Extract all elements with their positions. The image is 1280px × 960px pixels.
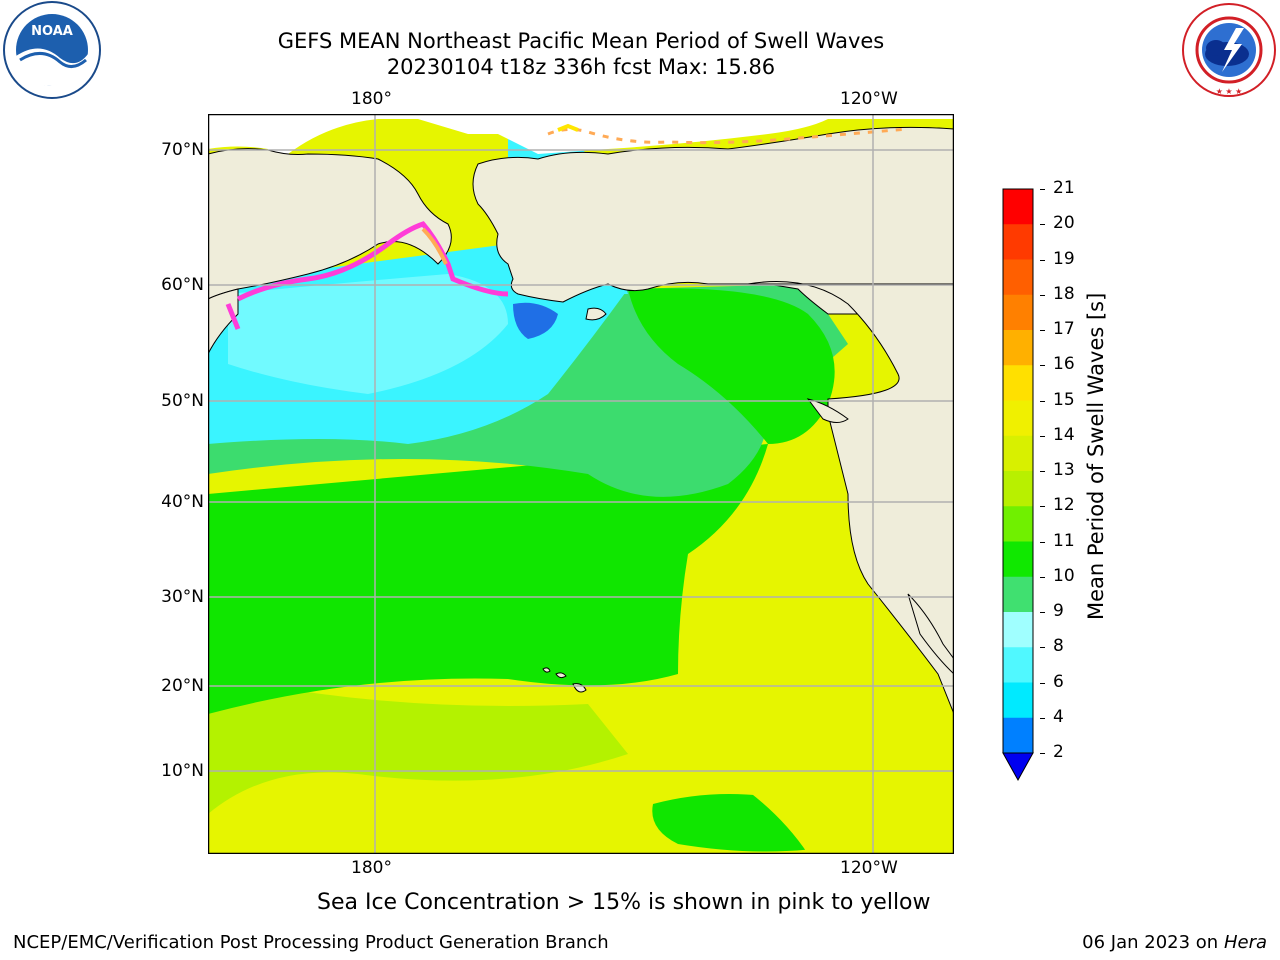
colorbar-tick-label: 19	[1053, 248, 1075, 269]
colorbar-tick-label: 2	[1053, 742, 1064, 762]
colorbar-tick-label: 4	[1053, 706, 1064, 727]
colorbar-segment	[1003, 576, 1033, 613]
map-svg	[207, 113, 955, 855]
nws-logo: ★ ★ ★	[1180, 2, 1278, 98]
colorbar	[1000, 186, 1040, 786]
lon-label-bottom-120w: 120°W	[840, 858, 898, 878]
ocean-band-yellowgreen	[208, 674, 628, 814]
colorbar-tick-mark	[1040, 612, 1045, 613]
colorbar-tick-mark	[1040, 259, 1045, 261]
colorbar-tick-label: 8	[1053, 636, 1064, 657]
lon-label-top-120w: 120°W	[840, 89, 898, 109]
colorbar-tick-label: 20	[1053, 213, 1075, 234]
colorbar-tick-mark	[1040, 753, 1045, 754]
colorbar-tick-mark	[1040, 541, 1045, 543]
footer-date: 06 Jan 2023 on Hera	[1082, 932, 1267, 953]
chart-subtitle: 20230104 t18z 336h fcst Max: 15.86	[386, 55, 776, 79]
colorbar-tick-label: 6	[1053, 671, 1064, 692]
colorbar-segment	[1003, 294, 1033, 331]
lon-label-top-180: 180°	[351, 89, 392, 109]
colorbar-segment	[1003, 365, 1033, 401]
footer-machine: Hera	[1223, 932, 1267, 953]
lat-label-50n: 50°N	[161, 391, 204, 411]
land-vancouver-island	[806, 398, 849, 423]
lat-label-60n: 60°N	[161, 275, 204, 295]
cook-inlet-blue	[513, 302, 558, 339]
colorbar-segment	[1003, 647, 1033, 683]
colorbar-tick-label: 13	[1053, 460, 1075, 480]
ocean-band-yellow-east	[683, 558, 954, 854]
colorbar-tick-label: 12	[1053, 495, 1075, 516]
colorbar-segment	[1003, 400, 1033, 437]
colorbar-extend-triangle	[1002, 752, 1034, 782]
noaa-logo-text: NOAA	[31, 24, 73, 39]
colorbar-segment	[1003, 259, 1033, 296]
colorbar-segment	[1003, 471, 1033, 507]
colorbar-segment	[1003, 506, 1033, 542]
sea-ice-edge-orange	[421, 227, 448, 265]
colorbar-segment	[1003, 435, 1033, 472]
sea-ice-caption: Sea Ice Concentration > 15% is shown in …	[317, 890, 931, 915]
colorbar-tick-label: 10	[1053, 565, 1075, 586]
colorbar-tick-mark	[1040, 400, 1045, 402]
colorbar-tick-mark	[1040, 717, 1045, 719]
colorbar-segment	[1003, 612, 1033, 648]
colorbar-tick-label: 9	[1053, 601, 1064, 621]
colorbar-segment	[1003, 330, 1033, 366]
arctic-ocean	[208, 114, 954, 156]
colorbar-tick-mark	[1040, 576, 1045, 578]
colorbar-tick-mark	[1040, 506, 1045, 508]
graticule	[208, 114, 954, 854]
colorbar-segment	[1003, 224, 1033, 260]
lon-label-bottom-180: 180°	[351, 858, 392, 878]
colorbar-ticks: 21 20 19 18 17 16 15 14 13 12 11 10 9 8 6 4 2	[1040, 178, 1100, 786]
ocean-band-lightcyan	[228, 274, 508, 394]
colorbar-tick-label: 17	[1053, 319, 1075, 339]
colorbar-tick-mark	[1040, 471, 1045, 472]
colorbar-tick-label: 11	[1053, 530, 1075, 551]
lat-label-10n: 10°N	[161, 761, 204, 781]
colorbar-segment	[1003, 541, 1033, 578]
lat-label-70n: 70°N	[161, 140, 204, 160]
map-frame	[207, 113, 955, 855]
colorbar-segment	[1003, 189, 1033, 225]
chart-title: GEFS MEAN Northeast Pacific Mean Period …	[277, 29, 885, 53]
land-kodiak	[585, 307, 607, 321]
map-panel	[207, 113, 955, 855]
sea-ice-edge-pink	[236, 221, 509, 302]
colorbar-tick-mark	[1040, 647, 1045, 649]
colorbar-tick-label: 16	[1053, 354, 1075, 375]
colorbar-tick-label: 15	[1053, 389, 1075, 410]
arctic-ice-fringe	[547, 127, 909, 145]
land-siberia	[208, 148, 452, 300]
colorbar-svg	[1002, 188, 1034, 782]
land-baja	[907, 593, 954, 675]
colorbar-tick-mark	[1040, 682, 1045, 684]
arctic-ice-fringe-yellow	[557, 123, 579, 132]
ocean-band-green	[208, 444, 768, 714]
colorbar-segment	[1003, 682, 1033, 719]
lat-label-30n: 30°N	[161, 587, 204, 607]
colorbar-tick-label: 21	[1053, 178, 1075, 198]
svg-text:★ ★ ★: ★ ★ ★	[1216, 87, 1243, 96]
colorbar-tick-label: 14	[1053, 424, 1075, 445]
colorbar-title: Mean Period of Swell Waves [s]	[1084, 292, 1108, 620]
colorbar-tick-mark	[1040, 189, 1045, 190]
colorbar-tick-mark	[1040, 294, 1045, 296]
colorbar-tick-mark	[1040, 224, 1045, 226]
footer-credit: NCEP/EMC/Verification Post Processing Pr…	[13, 932, 609, 953]
footer-date-text: 06 Jan 2023 on	[1082, 932, 1224, 953]
colorbar-tick-label: 18	[1053, 283, 1075, 304]
colorbar-frame	[1002, 188, 1034, 754]
colorbar-tick-mark	[1040, 365, 1045, 367]
lat-label-40n: 40°N	[161, 492, 204, 512]
lat-label-20n: 20°N	[161, 676, 204, 696]
sea-ice-kamchatka	[225, 303, 241, 330]
land-alaska	[472, 126, 954, 315]
ocean-band-gulf-green	[628, 288, 835, 444]
colorbar-tick-mark	[1040, 435, 1045, 437]
noaa-logo: NOAA	[0, 0, 104, 100]
colorbar-segment	[1003, 717, 1033, 754]
colorbar-tick-mark	[1040, 330, 1045, 331]
